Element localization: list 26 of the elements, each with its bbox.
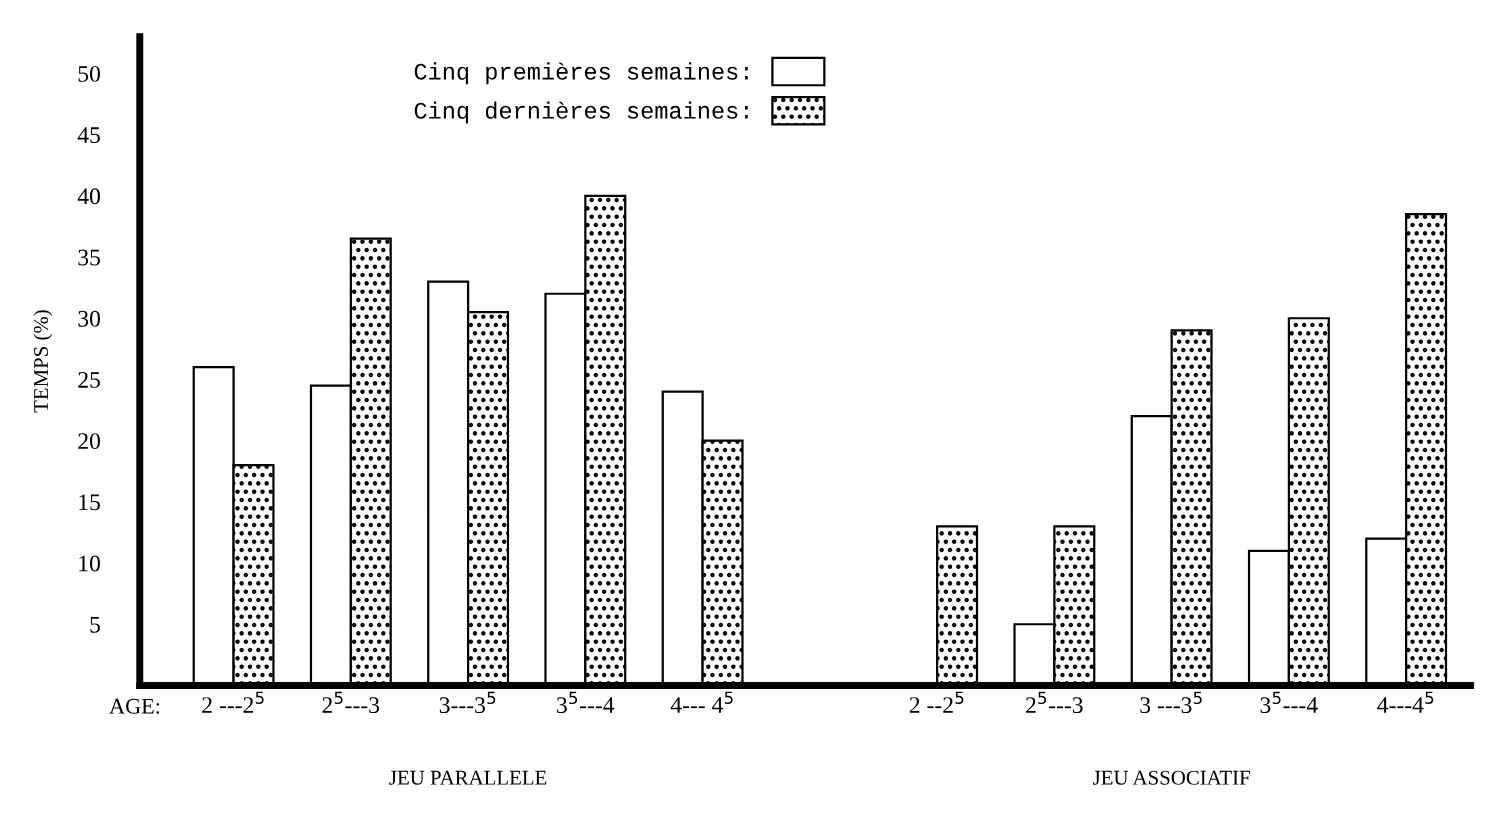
y-tick-label: 20: [78, 433, 100, 450]
x-tick-label: 2 --2$^{5}$: [909, 691, 964, 713]
x-tick-label: 3$^{5}$---4: [1260, 691, 1318, 714]
y-tick-label: 15: [79, 494, 100, 511]
y-tick-label: 50: [78, 65, 100, 82]
x-tick-label: 2$^{5}$---3: [322, 691, 380, 714]
legend-label: Cinq dernières semaines:: [414, 101, 748, 124]
x-tick-label: 3---3$^{5}$: [439, 691, 496, 714]
x-tick-label: 3$^{5}$---4: [557, 691, 615, 714]
y-tick-label: 30: [78, 310, 100, 327]
y-tick-label: 35: [78, 249, 100, 266]
y-axis-title: TEMPS (%): [33, 310, 53, 413]
x-tick-label: 4---4$^{5}$: [1377, 691, 1434, 713]
x-tick-label: 2 ---2$^{5}$: [202, 691, 264, 713]
x-tick-label: 2$^{5}$---3: [1026, 691, 1083, 714]
text: AGE:: [109, 698, 160, 714]
x-tick-label: 4--- 4$^{5}$: [670, 691, 733, 713]
y-tick-label: 45: [77, 127, 100, 144]
x-tick-label: 3 ---3$^{5}$: [1140, 691, 1202, 714]
y-tick-label: 40: [77, 188, 100, 205]
y-tick-label: 25: [78, 372, 100, 388]
legend-label: Cinq premières semaines:: [414, 62, 748, 85]
y-tick-label: 10: [79, 555, 100, 572]
y-tick-label: 5: [90, 616, 100, 633]
text: JEU PARALLELE: [389, 770, 547, 785]
text: JEU ASSOCIATIF: [1093, 770, 1250, 785]
